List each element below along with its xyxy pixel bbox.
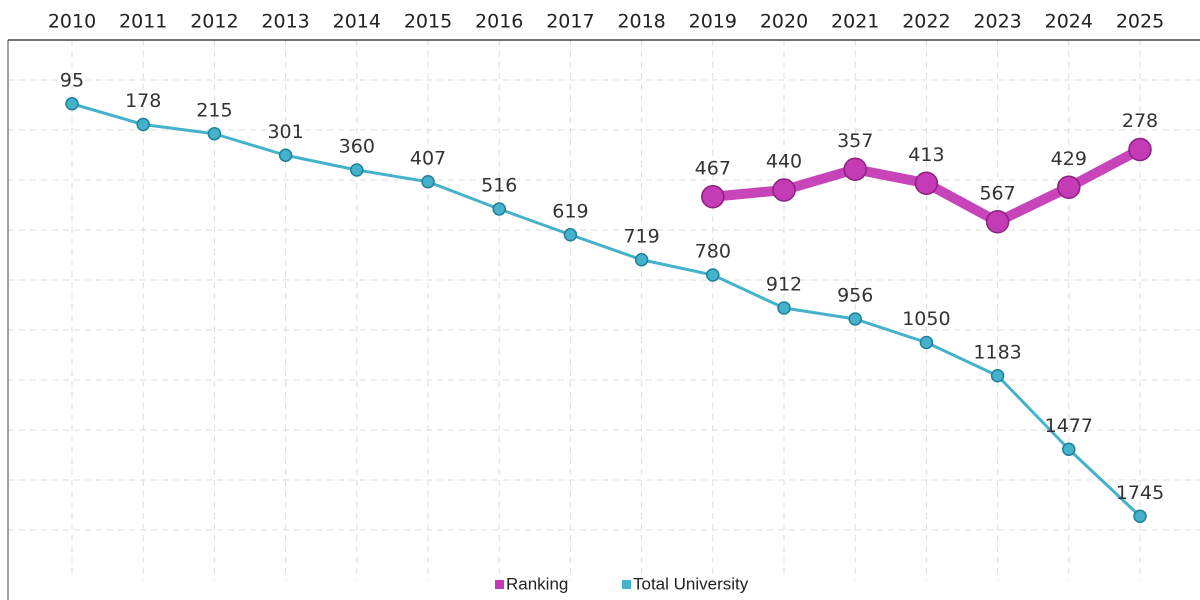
x-tick-label: 2016 bbox=[475, 11, 523, 33]
point bbox=[777, 301, 791, 315]
point bbox=[350, 163, 364, 177]
data-label: 467 bbox=[695, 157, 731, 179]
point bbox=[919, 335, 934, 350]
point bbox=[985, 210, 1010, 234]
x-tick-label: 2015 bbox=[404, 11, 452, 33]
point bbox=[843, 157, 867, 181]
legend-label: Ranking bbox=[506, 574, 568, 593]
data-label: 407 bbox=[410, 147, 446, 169]
data-label: 1183 bbox=[973, 341, 1021, 363]
x-tick-label: 2014 bbox=[333, 11, 381, 33]
data-label: 278 bbox=[1122, 110, 1158, 132]
data-label: 516 bbox=[481, 175, 517, 197]
point bbox=[563, 228, 578, 242]
point bbox=[136, 117, 150, 132]
data-label: 360 bbox=[339, 136, 375, 158]
x-tick-label: 2017 bbox=[546, 11, 594, 33]
data-label: 357 bbox=[837, 130, 873, 152]
point bbox=[848, 312, 862, 326]
data-label: 1477 bbox=[1045, 415, 1093, 437]
x-tick-label: 2024 bbox=[1045, 11, 1093, 33]
x-tick-label: 2012 bbox=[190, 11, 238, 33]
point bbox=[706, 268, 720, 282]
x-tick-label: 2019 bbox=[689, 11, 737, 33]
x-tick-label: 2013 bbox=[261, 11, 309, 33]
data-label: 178 bbox=[125, 90, 161, 112]
data-label: 956 bbox=[837, 285, 873, 307]
legend-swatch bbox=[622, 580, 631, 589]
point bbox=[492, 202, 506, 216]
data-label: 912 bbox=[766, 274, 802, 296]
point bbox=[772, 178, 796, 202]
x-tick-label: 2020 bbox=[760, 11, 808, 33]
x-tick-label: 2010 bbox=[48, 11, 96, 33]
point bbox=[207, 127, 222, 141]
series-line bbox=[71, 102, 1142, 518]
data-label: 215 bbox=[196, 99, 232, 121]
data-label: 301 bbox=[267, 121, 303, 143]
point bbox=[990, 369, 1005, 383]
data-label: 413 bbox=[908, 144, 944, 166]
data-label: 1050 bbox=[902, 308, 950, 330]
x-tick-label: 2018 bbox=[617, 11, 665, 33]
point bbox=[1062, 442, 1076, 456]
point bbox=[914, 171, 939, 195]
x-tick-label: 2011 bbox=[119, 11, 167, 33]
point bbox=[421, 175, 435, 189]
data-label: 780 bbox=[695, 241, 731, 263]
data-label: 1745 bbox=[1116, 482, 1164, 504]
point bbox=[65, 97, 79, 111]
point bbox=[278, 148, 293, 162]
x-tick-label: 2025 bbox=[1116, 11, 1164, 33]
x-tick-label: 2022 bbox=[902, 11, 950, 33]
x-tick-label: 2023 bbox=[973, 11, 1021, 33]
legend-label: Total University bbox=[633, 574, 749, 593]
point bbox=[1128, 137, 1152, 162]
data-label: 440 bbox=[766, 151, 802, 173]
x-tick-label: 2021 bbox=[831, 11, 879, 33]
point bbox=[1057, 175, 1081, 199]
data-label: 429 bbox=[1051, 148, 1087, 170]
data-label: 619 bbox=[552, 200, 588, 222]
legend-swatch bbox=[495, 580, 504, 589]
data-label: 719 bbox=[623, 225, 659, 247]
point bbox=[701, 185, 725, 209]
point bbox=[634, 253, 649, 267]
point bbox=[1133, 509, 1147, 523]
data-label: 567 bbox=[979, 182, 1015, 204]
data-label: 95 bbox=[60, 69, 84, 91]
